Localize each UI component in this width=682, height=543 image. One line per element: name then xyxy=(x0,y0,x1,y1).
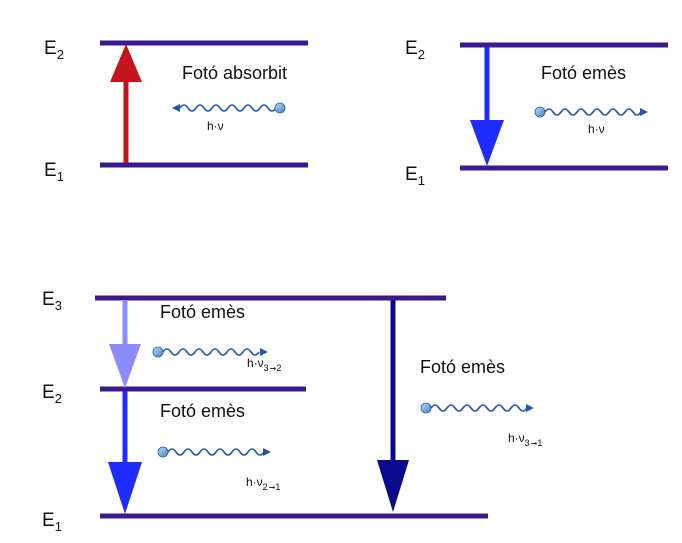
level-label-e3: E3 xyxy=(42,289,62,313)
level-label-e2: E2 xyxy=(405,38,425,62)
absorption-panel: E2 E1 Fotó absorbit h·ν xyxy=(44,38,308,184)
cascade-panel: E3 E2 E1 Fotó emès h·ν3➞2 Fotó emès xyxy=(42,289,542,534)
photon-wave-icon xyxy=(157,446,271,458)
photon-wave-icon xyxy=(152,346,268,358)
photon-wave-icon xyxy=(420,402,534,414)
photon-energy-label: h·ν xyxy=(588,122,605,136)
photon-energy-label: h·ν xyxy=(207,119,224,133)
absorption-arrow xyxy=(110,44,142,163)
emission-arrow-3-2 xyxy=(109,300,141,388)
photon-energy-label-2-1: h·ν2➞1 xyxy=(246,475,280,492)
photon-wave-icon xyxy=(534,106,648,118)
emission-arrow xyxy=(470,47,504,166)
photon-wave-icon xyxy=(172,102,286,114)
photon-energy-label-3-2: h·ν3➞2 xyxy=(247,356,281,373)
level-label-e1: E1 xyxy=(42,510,62,534)
emission-arrow-2-1 xyxy=(108,391,142,514)
emission-arrow-3-1 xyxy=(377,300,409,512)
level-label-e2: E2 xyxy=(42,382,62,406)
photon-emitted-label-3-1: Fotó emès xyxy=(420,357,505,377)
level-label-e1: E1 xyxy=(405,164,425,188)
level-label-e2: E2 xyxy=(44,38,64,62)
emission-panel: E2 E1 Fotó emès h·ν xyxy=(405,38,668,188)
photon-emitted-label: Fotó emès xyxy=(541,63,626,83)
photon-emitted-label-2-1: Fotó emès xyxy=(160,401,245,421)
photon-emitted-label-3-2: Fotó emès xyxy=(160,302,245,322)
photon-energy-label-3-1: h·ν3➞1 xyxy=(508,431,542,448)
photon-absorbed-label: Fotó absorbit xyxy=(182,63,287,83)
level-label-e1: E1 xyxy=(44,160,64,184)
